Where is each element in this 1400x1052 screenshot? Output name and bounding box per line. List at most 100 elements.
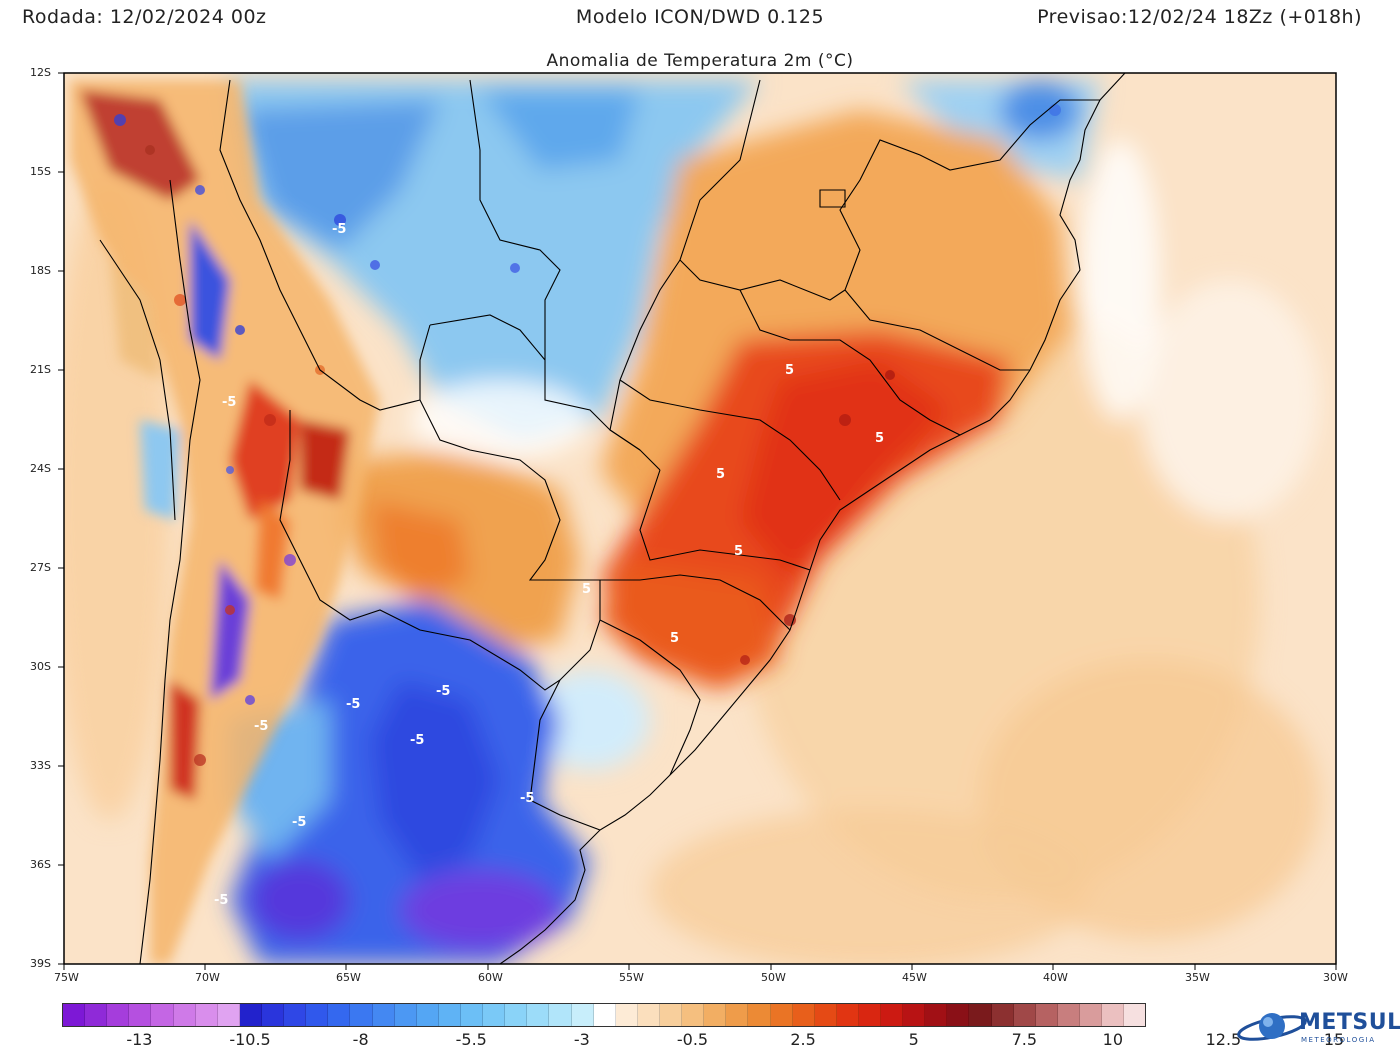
border-peru-bolivia (219, 79, 421, 411)
contour-label: 5 (734, 544, 743, 559)
tick-marks (58, 72, 1337, 970)
colorbar-swatch (1080, 1004, 1103, 1026)
colorbar-swatch (704, 1004, 727, 1026)
colorbar-swatch (726, 1004, 749, 1026)
contour-label: -5 (214, 893, 228, 908)
colorbar-swatch (947, 1004, 970, 1026)
colorbar-swatch (748, 1004, 771, 1026)
coastline (499, 73, 1126, 964)
state-border-ne (839, 99, 1100, 371)
colorbar-label: 10 (1102, 1030, 1123, 1049)
lat-label: 21S (30, 363, 51, 376)
contour-label: -5 (332, 222, 346, 237)
lon-label: 70W (195, 971, 220, 984)
map-frame (63, 72, 1337, 965)
colorbar-swatch (460, 1004, 484, 1026)
colorbar-swatch (151, 1004, 174, 1026)
colorbar-swatch (239, 1004, 262, 1026)
lat-label: 18S (30, 264, 51, 277)
colorbar-swatch (1013, 1004, 1036, 1026)
colorbar-swatch (814, 1004, 837, 1026)
contour-label: -5 (436, 684, 450, 699)
lon-label: 45W (902, 971, 927, 984)
colorbar-swatch (217, 1004, 240, 1026)
colorbar-swatch (438, 1004, 461, 1026)
lon-label: 55W (619, 971, 644, 984)
contour-label: 5 (582, 582, 591, 597)
lat-label: 24S (30, 462, 51, 475)
colorbar-swatch (372, 1004, 395, 1026)
lat-label: 39S (30, 957, 51, 970)
colorbar-swatch (394, 1004, 417, 1026)
colorbar-swatch (682, 1004, 705, 1026)
colorbar-swatch (991, 1004, 1014, 1026)
border-chile-argentina (139, 179, 201, 964)
colorbar-swatch (129, 1004, 152, 1026)
colorbar-swatch (416, 1004, 439, 1026)
colorbar-swatch (925, 1004, 948, 1026)
colorbar-label: -13 (126, 1030, 153, 1049)
lon-label: 50W (761, 971, 786, 984)
contour-label: 5 (785, 363, 794, 378)
colorbar-swatch (593, 1004, 616, 1026)
lat-label: 27S (30, 561, 51, 574)
colorbar-label: -5.5 (455, 1030, 487, 1049)
colorbar-swatch (1057, 1004, 1081, 1026)
andes-field (70, 80, 380, 964)
contour-label: 5 (670, 631, 679, 646)
lon-label: 75W (54, 971, 79, 984)
border-bolivia-brazil (429, 314, 641, 451)
contour-labels: 5 5 5 5 5 5 -5 -5 -5 -5 -5 -5 -5 -5 -5 (214, 222, 884, 908)
logo-text: METSUL (1299, 1010, 1400, 1035)
colorbar-label: 7.5 (1011, 1030, 1038, 1049)
colorbar-swatch (173, 1004, 196, 1026)
lat-label: 12S (30, 66, 51, 79)
colorbar-swatch (637, 1004, 660, 1026)
border-argentina-n (279, 410, 601, 691)
run-label: Rodada: 12/02/2024 00z (22, 6, 267, 28)
state-border-sp (619, 379, 841, 501)
colorbar-swatch (571, 1004, 594, 1026)
federal-district (819, 189, 846, 208)
colorbar-swatch (63, 1004, 86, 1026)
colorbar-swatch (527, 1004, 550, 1026)
colorbar-swatch (549, 1004, 572, 1026)
colorbar-swatch (770, 1004, 793, 1026)
colorbar-swatch (350, 1004, 373, 1026)
valid-label: Previsao:12/02/24 18Zz (+018h) (1037, 6, 1362, 28)
colorbar-swatch (1035, 1004, 1058, 1026)
metsul-logo-icon (1237, 1013, 1307, 1041)
border-uruguay-brazil (599, 619, 701, 776)
colorbar-label: -10.5 (229, 1030, 271, 1049)
lat-label: 33S (30, 759, 51, 772)
colorbar-swatch (328, 1004, 351, 1026)
state-border-sc (600, 574, 791, 631)
colorbar-swatch (792, 1004, 815, 1026)
boundary-lines (99, 73, 1126, 964)
colorbar-swatch (306, 1004, 329, 1026)
colorbar-swatch (858, 1004, 882, 1026)
lon-label: 35W (1185, 971, 1210, 984)
colorbar-swatch (615, 1004, 638, 1026)
state-border-c (679, 79, 846, 301)
colorbar-label: 2.5 (790, 1030, 816, 1049)
model-label: Modelo ICON/DWD 0.125 (575, 6, 825, 28)
colorbar-swatch (836, 1004, 859, 1026)
contour-label: -5 (292, 815, 306, 830)
lon-label: 65W (336, 971, 361, 984)
lat-label: 15S (30, 165, 51, 178)
logo-subtitle: METEOROLOGIA (1301, 1036, 1376, 1044)
colorbar-label: 12.5 (1205, 1030, 1242, 1049)
lat-label: 36S (30, 858, 51, 871)
colorbar-label: 15 (1323, 1030, 1345, 1049)
contour-label: 5 (716, 467, 725, 482)
lon-label: 30W (1323, 971, 1348, 984)
chile-coast (99, 239, 176, 521)
colorbar-swatch (1124, 1004, 1146, 1026)
colorbar-swatch (659, 1004, 683, 1026)
colorbar-label: -3 (573, 1030, 590, 1049)
colorbar-swatch (284, 1004, 307, 1026)
lon-label: 60W (478, 971, 503, 984)
colorbar (62, 1003, 1146, 1027)
